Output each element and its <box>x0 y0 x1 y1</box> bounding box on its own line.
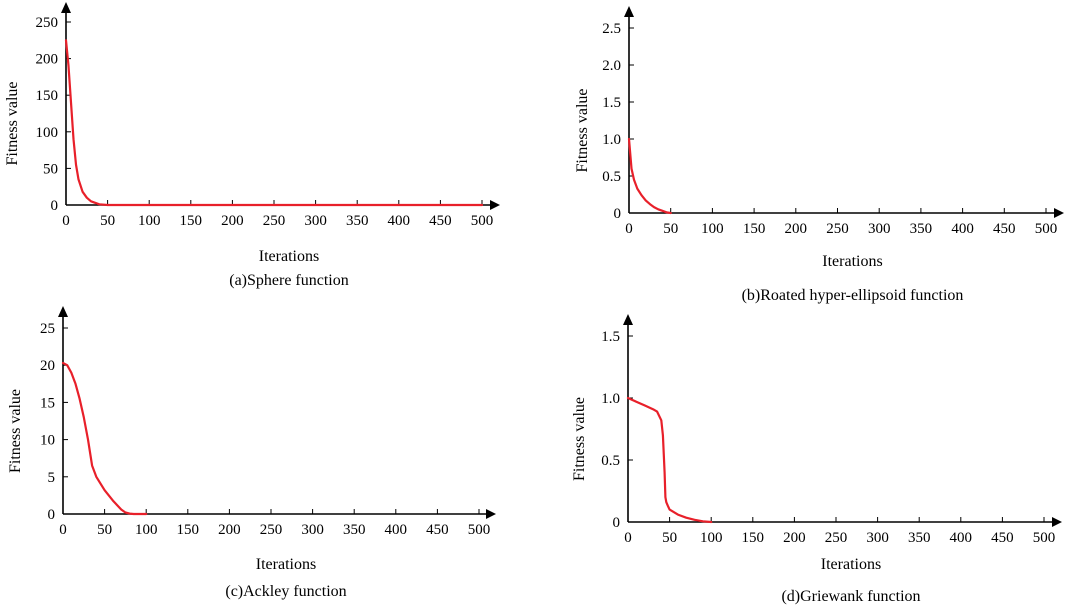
fitness-curve <box>61 361 148 516</box>
x-tick-label: 0 <box>62 213 70 229</box>
y-axis-label: Fitness value <box>574 89 591 173</box>
chart-caption: (b)Roated hyper-ellipsoid function <box>742 287 964 304</box>
y-tick-label: 1.0 <box>602 132 621 148</box>
x-tick-label: 500 <box>1033 530 1056 546</box>
x-axis-label: Iterations <box>822 253 882 270</box>
x-tick-label: 350 <box>908 530 931 546</box>
fitness-curve <box>64 39 484 207</box>
x-tick-label: 400 <box>950 530 973 546</box>
y-tick-label: 0 <box>613 515 621 531</box>
x-tick-label: 400 <box>388 213 411 229</box>
x-tick-label: 250 <box>263 213 286 229</box>
x-tick-label: 200 <box>218 522 241 538</box>
x-tick-label: 500 <box>468 522 491 538</box>
y-axis-arrow-icon <box>58 306 68 317</box>
x-tick-label: 250 <box>260 522 283 538</box>
x-axis-arrow-icon <box>490 200 500 210</box>
y-axis-label: Fitness value <box>7 389 24 473</box>
x-tick-label: 250 <box>825 530 848 546</box>
x-tick-label: 150 <box>177 522 200 538</box>
x-tick-label: 100 <box>135 522 158 538</box>
y-axis-label: Fitness value <box>4 82 21 166</box>
x-axis-arrow-icon <box>1054 208 1064 218</box>
y-tick-label: 2.5 <box>602 21 621 37</box>
x-tick-label: 500 <box>1035 221 1058 237</box>
x-axis-arrow-icon <box>1052 517 1062 527</box>
x-tick-label: 350 <box>346 213 369 229</box>
x-axis-arrow-icon <box>486 509 496 519</box>
y-tick-label: 15 <box>40 395 55 411</box>
y-axis-label: Fitness value <box>571 397 588 481</box>
panel-ackley: 0 50 100 150 200 250 300 350 400 450 500 0 5 10 15 20 25… <box>7 306 496 600</box>
x-tick-label: 200 <box>221 213 244 229</box>
x-tick-label: 300 <box>866 530 889 546</box>
x-tick-label: 400 <box>951 221 974 237</box>
y-axis-arrow-icon <box>624 6 634 17</box>
x-tick-label: 250 <box>826 221 849 237</box>
y-tick-label: 200 <box>36 52 59 68</box>
x-axis-label: Iterations <box>256 556 316 573</box>
x-axis-label: Iterations <box>259 248 319 265</box>
x-tick-label: 450 <box>991 530 1014 546</box>
x-tick-label: 0 <box>625 221 633 237</box>
panel-griewank: 0 50 100 150 200 250 300 350 400 450 500 0 0.5 1.0 1.5… <box>571 314 1062 605</box>
x-tick-label: 350 <box>910 221 933 237</box>
y-tick-label: 5 <box>48 470 56 486</box>
y-tick-label: 0.5 <box>602 169 621 185</box>
chart-caption: (d)Griewank function <box>781 588 920 605</box>
y-tick-label: 1.5 <box>602 95 621 111</box>
y-axis-arrow-icon <box>61 2 71 13</box>
x-tick-label: 300 <box>304 213 327 229</box>
x-tick-label: 300 <box>868 221 891 237</box>
x-tick-label: 0 <box>624 530 632 546</box>
y-tick-label: 0 <box>48 507 56 523</box>
y-tick-label: 50 <box>43 161 58 177</box>
panel-sphere: 0 50 100 150 200 250 300 350 400 450 500 0 50 100 150 2… <box>4 2 500 289</box>
x-tick-label: 400 <box>385 522 408 538</box>
x-tick-label: 150 <box>180 213 203 229</box>
chart-caption: (a)Sphere function <box>229 272 349 289</box>
panel-rotated-hyper-ellipsoid: 0 50 100 150 200 250 300 350 400 450 500 0 0.5 1.0 1.5… <box>574 6 1064 304</box>
x-tick-label: 100 <box>138 213 161 229</box>
x-tick-label: 450 <box>429 213 452 229</box>
x-tick-label: 50 <box>662 530 677 546</box>
chart-caption: (c)Ackley function <box>225 583 346 600</box>
x-tick-label: 100 <box>700 530 723 546</box>
x-tick-label: 150 <box>743 221 766 237</box>
x-tick-label: 500 <box>471 213 494 229</box>
y-tick-label: 10 <box>40 433 55 449</box>
y-tick-label: 25 <box>40 321 55 337</box>
y-tick-label: 150 <box>36 88 59 104</box>
y-tick-label: 1.5 <box>601 329 620 345</box>
x-tick-label: 50 <box>663 221 678 237</box>
y-tick-label: 20 <box>40 358 55 374</box>
x-tick-label: 350 <box>343 522 366 538</box>
x-tick-label: 200 <box>783 530 806 546</box>
y-tick-label: 0 <box>614 206 622 222</box>
x-tick-label: 450 <box>993 221 1016 237</box>
y-tick-label: 250 <box>36 15 59 31</box>
x-tick-label: 300 <box>301 522 324 538</box>
y-tick-label: 0.5 <box>601 453 620 469</box>
y-axis-arrow-icon <box>623 314 633 325</box>
x-tick-label: 50 <box>97 522 112 538</box>
y-tick-label: 1.0 <box>601 391 620 407</box>
x-tick-label: 50 <box>100 213 115 229</box>
x-tick-label: 200 <box>785 221 808 237</box>
y-tick-label: 2.0 <box>602 58 621 74</box>
x-tick-label: 0 <box>59 522 67 538</box>
x-tick-label: 150 <box>742 530 765 546</box>
fitness-curve <box>626 396 713 524</box>
x-axis-label: Iterations <box>821 556 881 573</box>
y-tick-label: 100 <box>36 125 59 141</box>
x-tick-label: 100 <box>701 221 724 237</box>
x-tick-label: 450 <box>426 522 449 538</box>
y-tick-label: 0 <box>51 198 59 214</box>
fitness-curve <box>627 137 672 215</box>
